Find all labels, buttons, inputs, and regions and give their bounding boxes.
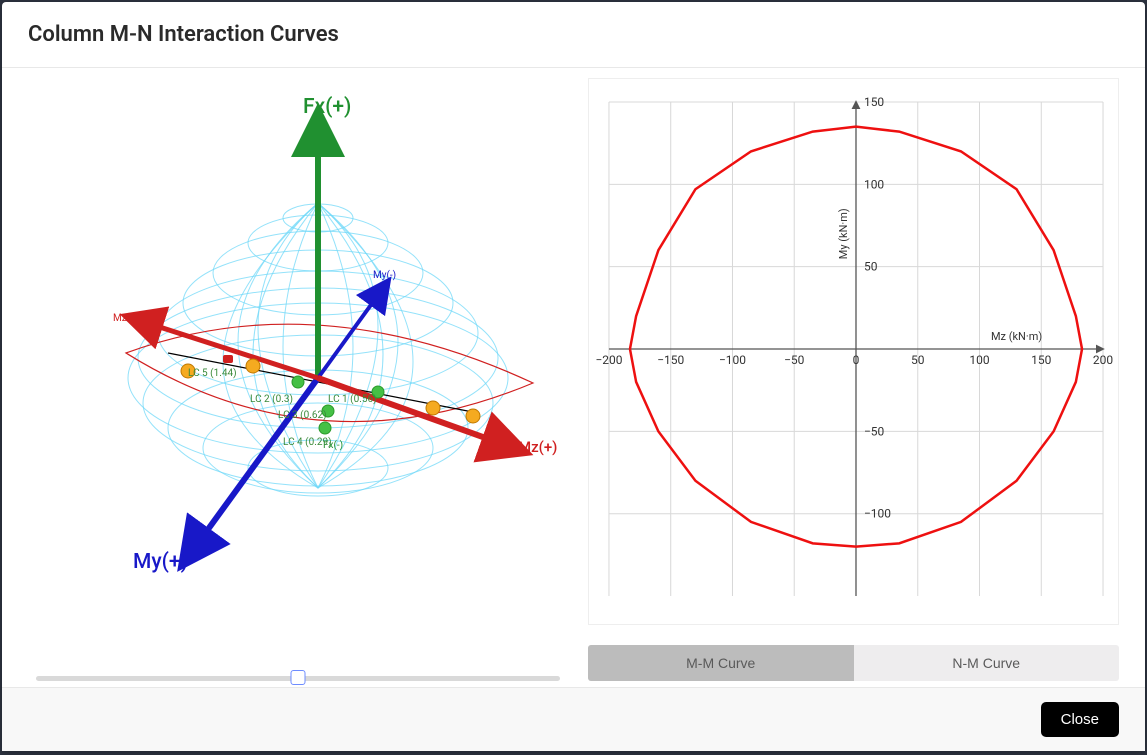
label-my-neg: My(-) bbox=[373, 269, 396, 281]
svg-text:150: 150 bbox=[864, 95, 884, 109]
slider-row bbox=[28, 658, 568, 687]
dialog-body: Fx(+) My(+) My(-) Mz(+) Mz(-) Fx(-) bbox=[2, 68, 1145, 687]
panel-3d: Fx(+) My(+) My(-) Mz(+) Mz(-) Fx(-) bbox=[28, 78, 568, 687]
chart-2d-svg: −200 −150 −100 −50 0 50 100 150 200 −100 −50 50 100 1… bbox=[589, 79, 1118, 624]
svg-text:0: 0 bbox=[853, 353, 860, 367]
svg-text:−150: −150 bbox=[657, 353, 684, 367]
label-mz-pos: Mz(+) bbox=[518, 438, 557, 456]
svg-text:−100: −100 bbox=[719, 353, 746, 367]
dialog-title: Column M-N Interaction Curves bbox=[28, 22, 1119, 47]
svg-text:−50: −50 bbox=[784, 353, 805, 367]
lc-label-5: LC 5 (1.44) bbox=[188, 367, 237, 379]
curve-tabs: M-M Curve N-M Curve bbox=[588, 645, 1119, 681]
label-fx-pos: Fx(+) bbox=[303, 95, 351, 119]
axis-mz-pos bbox=[318, 378, 508, 446]
svg-text:−50: −50 bbox=[864, 424, 885, 438]
lc-label-4: LC 4 (0.29) bbox=[283, 436, 332, 448]
viz-3d-viewport[interactable]: Fx(+) My(+) My(-) Mz(+) Mz(-) Fx(-) bbox=[28, 78, 568, 658]
panel-2d: −200 −150 −100 −50 0 50 100 150 200 −100 −50 50 100 1… bbox=[588, 78, 1119, 687]
svg-text:−100: −100 bbox=[864, 507, 891, 521]
tab-nm-curve[interactable]: N-M Curve bbox=[854, 645, 1120, 681]
svg-text:50: 50 bbox=[864, 260, 878, 274]
lc-label-3: LC 3 (0.62) bbox=[278, 409, 327, 421]
close-button[interactable]: Close bbox=[1041, 702, 1119, 737]
svg-text:100: 100 bbox=[864, 177, 884, 191]
fx-level-slider[interactable] bbox=[36, 676, 560, 681]
svg-text:100: 100 bbox=[969, 353, 989, 367]
interaction-curves-dialog: Column M-N Interaction Curves bbox=[2, 2, 1145, 751]
lc-label-2: LC 2 (0.3) bbox=[250, 393, 293, 405]
svg-text:150: 150 bbox=[1031, 353, 1051, 367]
dialog-footer: Close bbox=[2, 687, 1145, 751]
label-mz-neg: Mz(-) bbox=[113, 312, 136, 324]
tab-mm-curve[interactable]: M-M Curve bbox=[588, 645, 854, 681]
mm-curve-chart: −200 −150 −100 −50 0 50 100 150 200 −100 −50 50 100 1… bbox=[588, 78, 1119, 625]
viz-3d-svg: Fx(+) My(+) My(-) Mz(+) Mz(-) Fx(-) bbox=[28, 78, 568, 598]
svg-text:50: 50 bbox=[911, 353, 925, 367]
svg-text:200: 200 bbox=[1093, 353, 1113, 367]
label-my-pos: My(+) bbox=[133, 550, 188, 574]
svg-text:Mz (kN·m): Mz (kN·m) bbox=[991, 330, 1042, 343]
lc-label-1: LC 1 (0.56) bbox=[328, 393, 377, 405]
slider-thumb[interactable] bbox=[291, 670, 306, 685]
svg-text:−200: −200 bbox=[595, 353, 622, 367]
dialog-header: Column M-N Interaction Curves bbox=[2, 2, 1145, 68]
svg-text:My (kN·m): My (kN·m) bbox=[837, 208, 850, 259]
